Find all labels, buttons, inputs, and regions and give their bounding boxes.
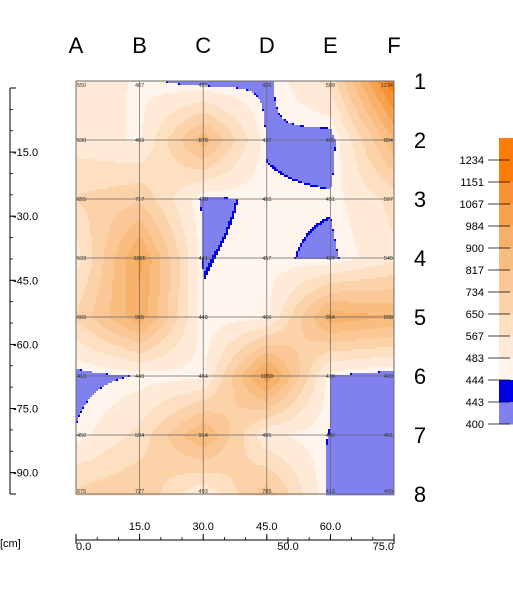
heatmap-field	[76, 81, 394, 495]
